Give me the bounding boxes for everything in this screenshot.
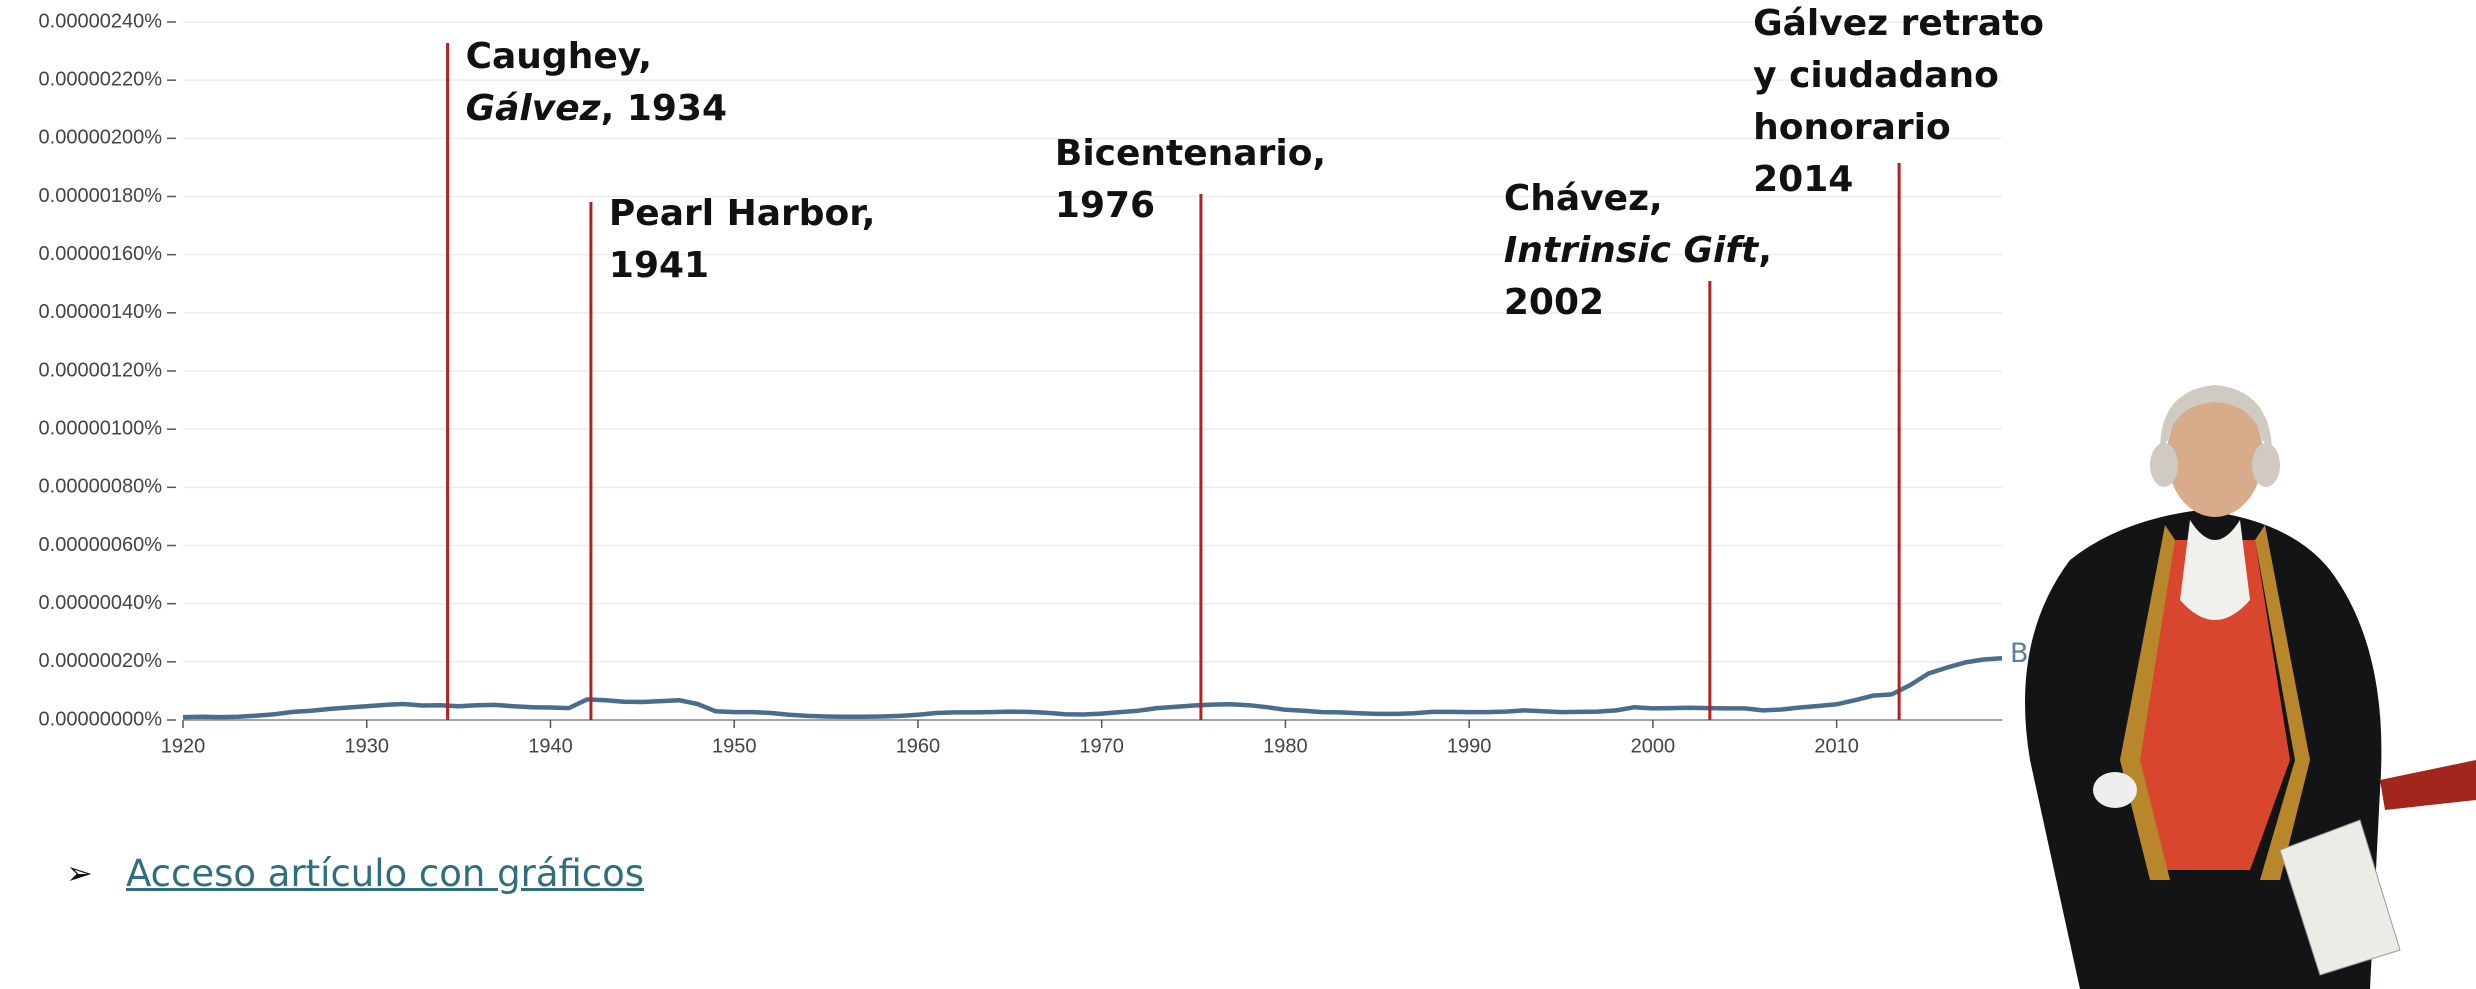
y-tick-label: 0.00000060% [39, 534, 163, 556]
annotation-segment: Bicentenario, [1055, 133, 1326, 174]
x-tick-label: 1930 [344, 735, 389, 757]
annotation-text: 1976 [1055, 185, 1155, 226]
annotation-segment: 1941 [609, 245, 709, 286]
annotation-text: Gálvez, 1934 [466, 88, 727, 129]
annotation-segment: 2014 [1753, 159, 1853, 200]
article-link[interactable]: Acceso artículo con gráficos [126, 852, 645, 895]
annotation-text: Intrinsic Gift, [1504, 230, 1772, 271]
x-tick-label: 1920 [161, 735, 206, 757]
y-tick-label: 0.00000080% [39, 476, 163, 498]
bullet: ➢ [66, 854, 93, 892]
annotation-segment: 2002 [1504, 282, 1604, 323]
annotation-segment: 1976 [1055, 185, 1155, 226]
annotation-text: 2002 [1504, 282, 1604, 323]
annotation-segment: Intrinsic Gift [1504, 230, 1760, 271]
y-tick-label: 0.00000220% [39, 68, 163, 90]
x-tick-label: 1980 [1263, 735, 1308, 757]
series-line [182, 656, 2003, 720]
x-tick-label: 2000 [1631, 735, 1676, 757]
annotation-segment: Gálvez retrato [1753, 3, 2044, 44]
y-tick-label: 0.00000140% [39, 301, 163, 323]
annotation-segment: Chávez, [1504, 178, 1663, 219]
annotation-segment: Pearl Harbor, [609, 193, 876, 234]
portrait [2025, 385, 2476, 989]
y-tick-label: 0.00000200% [39, 127, 163, 149]
y-tick-label: 0.00000000% [39, 708, 163, 730]
x-tick-label: 2010 [1814, 735, 1859, 757]
annotation-text: Pearl Harbor, [609, 193, 876, 234]
y-tick-label: 0.00000240% [39, 10, 163, 32]
annotation-text: Gálvez retrato [1753, 3, 2044, 44]
y-tick-label: 0.00000100% [39, 417, 163, 439]
x-tick-label: 1970 [1079, 735, 1124, 757]
y-tick-label: 0.00000040% [39, 592, 163, 614]
annotation-text: y ciudadano [1753, 55, 1999, 96]
annotation-text: 2014 [1753, 159, 1853, 200]
annotation-text: Caughey, [466, 36, 653, 77]
annotation-segment: , 1934 [601, 88, 727, 129]
x-tick-label: 1990 [1447, 735, 1492, 757]
annotation-segment: Gálvez [466, 88, 602, 129]
x-tick-label: 1950 [712, 735, 757, 757]
annotation-segment: y ciudadano [1753, 55, 1999, 96]
annotation-segment: honorario [1753, 107, 1951, 148]
annotation-text: honorario [1753, 107, 1951, 148]
y-tick-label: 0.00000160% [39, 243, 163, 265]
annotation-text: 1941 [609, 245, 709, 286]
annotation-text: Chávez, [1504, 178, 1663, 219]
annotation-text: Bicentenario, [1055, 133, 1326, 174]
annotation-segment: Caughey, [466, 36, 653, 77]
y-tick-label: 0.00000180% [39, 185, 163, 207]
y-tick-label: 0.00000120% [39, 359, 163, 381]
x-tick-label: 1960 [896, 735, 941, 757]
x-tick-label: 1940 [528, 735, 573, 757]
y-tick-label: 0.00000020% [39, 650, 163, 672]
annotation-segment: , [1758, 230, 1772, 271]
